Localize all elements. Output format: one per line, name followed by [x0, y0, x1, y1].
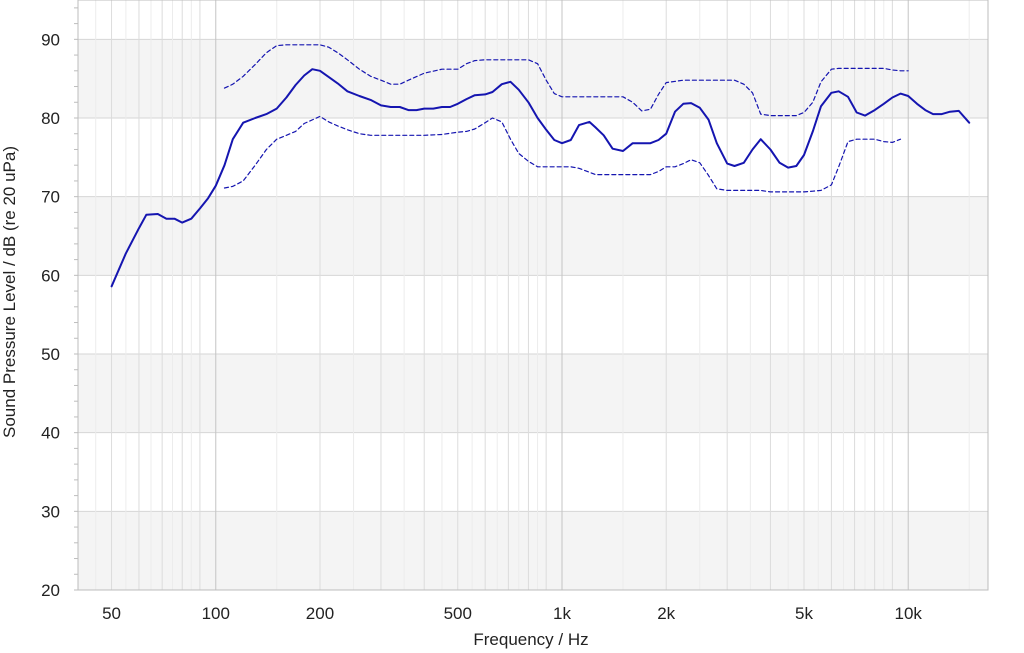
background-bands [78, 0, 988, 590]
x-tick-label: 50 [102, 604, 121, 623]
x-tick-label: 200 [306, 604, 334, 623]
y-tick-label: 70 [41, 188, 60, 207]
response-series [110, 68, 971, 288]
y-tick-label: 50 [41, 345, 60, 364]
y-axis-label: Sound Pressure Level / dB (re 20 uPa) [0, 146, 19, 438]
y-tick-labels: 20 30 40 50 60 70 80 90 [41, 30, 60, 600]
y-tick-label: 20 [41, 581, 60, 600]
x-tick-label: 100 [202, 604, 230, 623]
background-band [78, 354, 988, 433]
y-tick-label: 80 [41, 109, 60, 128]
data-series [110, 44, 971, 288]
background-band [78, 39, 988, 119]
x-tick-label: 5k [795, 604, 813, 623]
y-tick-label: 30 [41, 502, 60, 521]
x-tick-label: 500 [444, 604, 472, 623]
x-axis-label: Frequency / Hz [473, 630, 588, 649]
x-tick-labels: 50 100 200 500 1k 2k 5k 10k [102, 604, 922, 623]
x-tick-label: 1k [553, 604, 571, 623]
dashed-bound-series [223, 115, 902, 193]
x-tick-label: 10k [895, 604, 923, 623]
background-band [78, 196, 988, 276]
y-tick-label: 90 [41, 30, 60, 49]
dashed-bound-series [223, 44, 909, 117]
plot-frame [77, 0, 989, 591]
grid-lines [74, 0, 988, 591]
y-tick-label: 60 [41, 266, 60, 285]
x-tick-label: 2k [657, 604, 675, 623]
background-band [78, 0, 988, 40]
y-tick-label: 40 [41, 424, 60, 443]
background-band [78, 511, 988, 590]
